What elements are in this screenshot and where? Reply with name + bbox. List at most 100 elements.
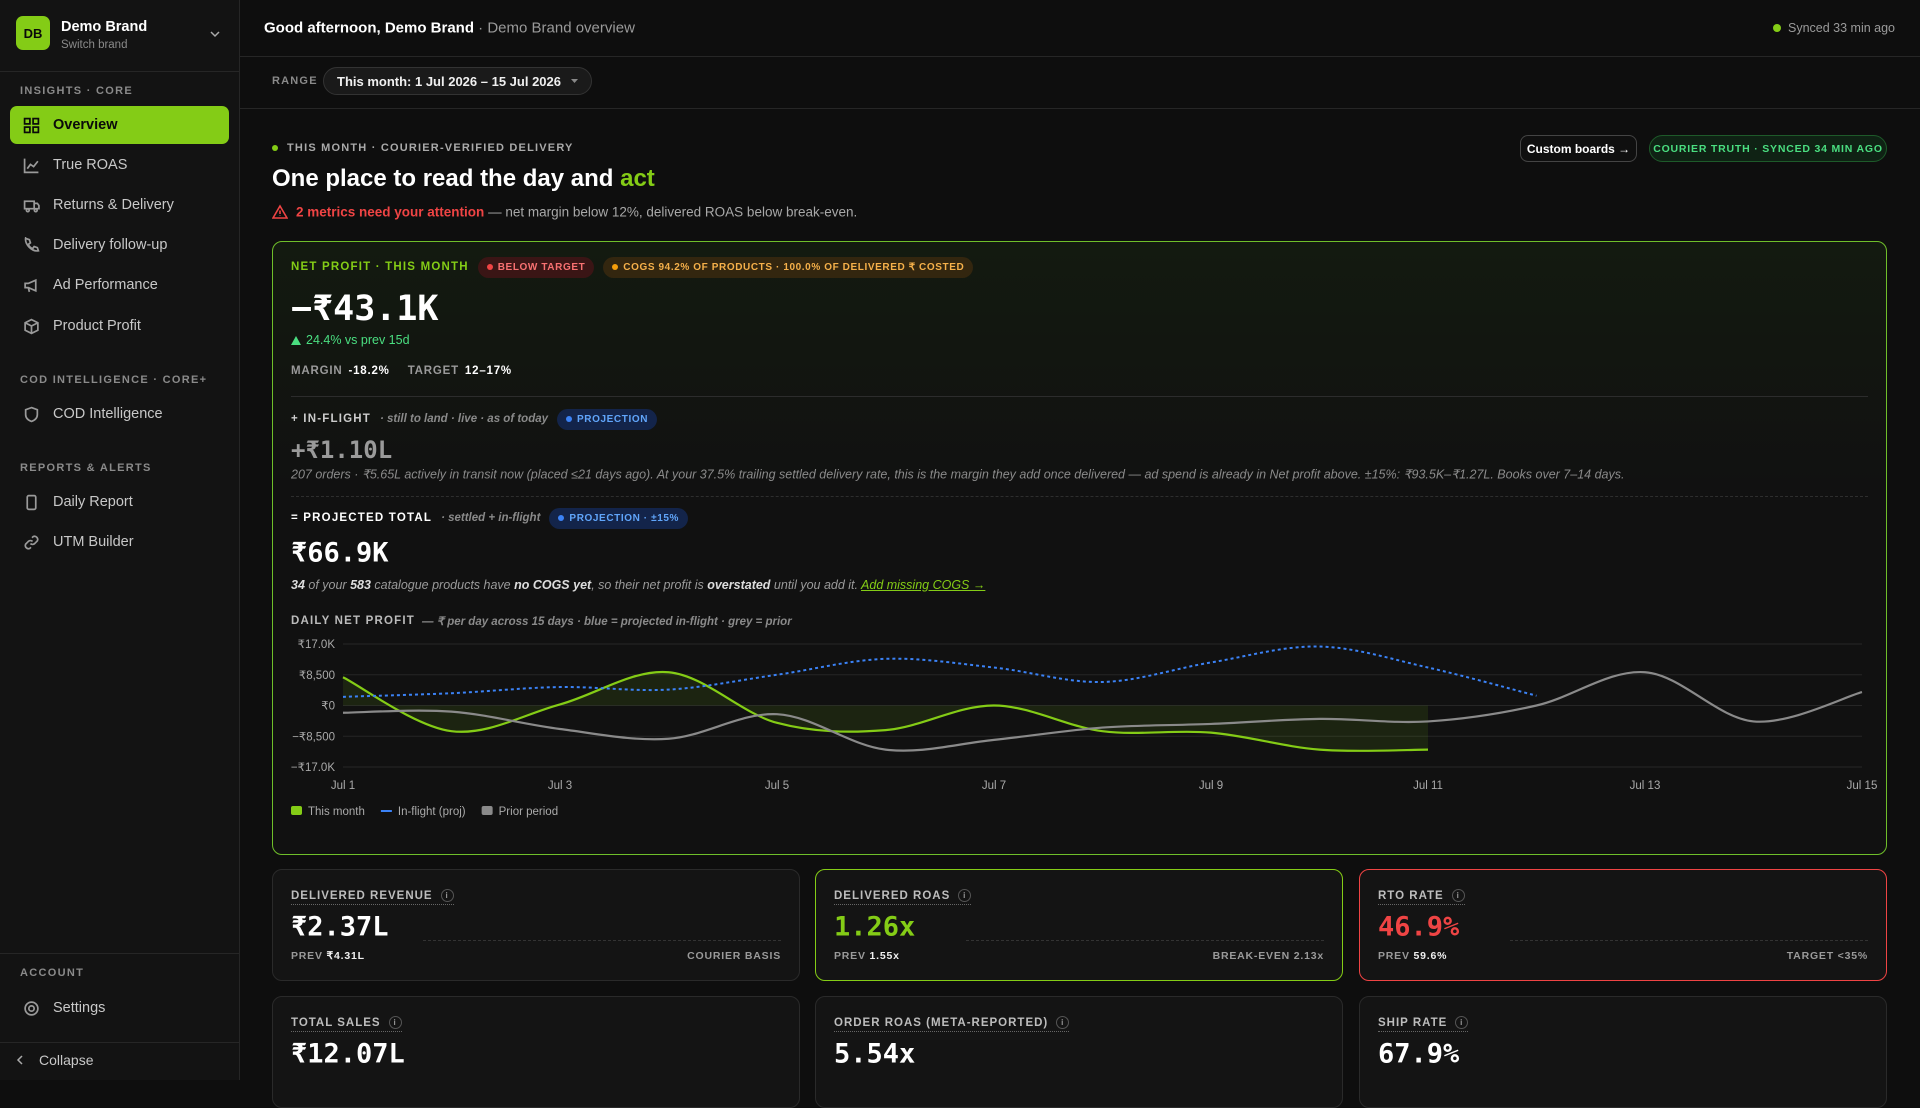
nav-item[interactable]: Daily Report	[10, 483, 229, 521]
in-flight-label: + IN-FLIGHT	[291, 413, 371, 425]
kpi-label: DELIVERED REVENUE i	[291, 889, 454, 905]
nav-label: Settings	[53, 1000, 106, 1016]
brand-logo[interactable]: DB	[16, 16, 50, 50]
kpi-footer: PREV 59.6% TARGET <35%	[1378, 950, 1868, 962]
brand-sub: Switch brand	[61, 39, 128, 51]
nav-item[interactable]: Delivery follow-up	[10, 226, 229, 264]
note-part: , so their net profit is	[591, 578, 708, 592]
info-icon[interactable]: i	[388, 1016, 402, 1029]
alert-title: 2 metrics need your attention	[296, 204, 485, 220]
nav-item[interactable]: Settings	[10, 989, 229, 1027]
prev-value: ₹4.31L	[326, 950, 365, 962]
margin-row: MARGIN -18.2% TARGET 12–17%	[291, 365, 512, 377]
section-title: COD INTELLIGENCE · CORE+	[20, 374, 208, 386]
kpi-rule	[966, 940, 1324, 941]
divider	[0, 71, 240, 72]
nav-item[interactable]: Ad Performance	[10, 266, 229, 304]
eyebrow-text: THIS MONTH · COURIER-VERIFIED DELIVERY	[287, 142, 574, 154]
alert-icon	[272, 204, 288, 219]
kpi-label: DELIVERED ROAS i	[834, 889, 972, 905]
sync-status: Synced 33 min ago	[1772, 21, 1895, 35]
in-flight-value: +₹1.10L	[291, 436, 393, 464]
section-title: INSIGHTS · CORE	[20, 85, 134, 97]
note-part: overstated	[707, 578, 771, 592]
eyebrow-dot	[272, 145, 278, 151]
kpi-card[interactable]: TOTAL SALES i ₹12.07L	[272, 996, 800, 1108]
nav-item[interactable]: UTM Builder	[10, 523, 229, 561]
kpi-footer: PREV ₹4.31L COURIER BASIS	[291, 950, 781, 962]
section-title: ACCOUNT	[20, 967, 85, 979]
kpi-card[interactable]: ORDER ROAS (META-REPORTED) i 5.54x	[815, 996, 1343, 1108]
greeting-sub: · Demo Brand overview	[478, 19, 635, 37]
kpi-value: 46.9%	[1378, 911, 1460, 943]
kpi-card[interactable]: DELIVERED REVENUE i ₹2.37L PREV ₹4.31L COU…	[272, 869, 800, 981]
kpi-label-text: DELIVERED ROAS	[834, 889, 951, 902]
badge: PROJECTION · ±15%	[549, 507, 689, 529]
kpi-value: 5.54x	[834, 1038, 916, 1070]
badge-dot	[558, 515, 565, 521]
projected-value: ₹66.9K	[291, 537, 389, 569]
divider	[291, 396, 1868, 397]
kpi-label-text: DELIVERED REVENUE	[291, 889, 433, 902]
margin-value: -18.2%	[348, 365, 390, 377]
badge-text: PROJECTION · ±15%	[569, 512, 680, 524]
projected-label: = PROJECTED TOTAL	[291, 512, 433, 524]
kpi-card[interactable]: DELIVERED ROAS i 1.26x PREV 1.55x BREAK-EV…	[815, 869, 1343, 981]
alert: 2 metrics need your attention — net marg…	[272, 204, 857, 220]
note-part: 34	[291, 578, 305, 592]
nav-item[interactable]: True ROAS	[10, 146, 229, 184]
info-icon[interactable]: i	[958, 889, 972, 902]
net-profit-value: −₹43.1K	[291, 289, 439, 329]
caret	[570, 79, 578, 83]
kpi-card[interactable]: SHIP RATE i 67.9%	[1359, 996, 1887, 1108]
projected-note: 34 of your 583 catalogue products have n…	[291, 578, 985, 592]
badge: BELOW TARGET	[477, 256, 595, 278]
kpi-label-text: SHIP RATE	[1378, 1016, 1448, 1029]
info-icon[interactable]: i	[1455, 1016, 1469, 1029]
kpi-note: TARGET <35%	[1786, 950, 1868, 962]
nav-label: COD Intelligence	[53, 406, 163, 422]
collapse-button[interactable]: Collapse	[39, 1052, 94, 1068]
prev-label: PREV	[291, 950, 323, 962]
hero-eyebrow: THIS MONTH · COURIER-VERIFIED DELIVERY	[272, 142, 574, 154]
collapse-icon[interactable]	[15, 1054, 25, 1066]
section-title: REPORTS & ALERTS	[20, 462, 152, 474]
kpi-value: 67.9%	[1378, 1038, 1460, 1070]
nav-item[interactable]: Overview	[10, 106, 229, 144]
custom-boards-button[interactable]: Custom boards →	[1520, 135, 1637, 162]
info-icon[interactable]: i	[1056, 1016, 1070, 1029]
kpi-note: BREAK-EVEN 2.13x	[1212, 950, 1324, 962]
nav-label: Overview	[53, 117, 118, 133]
badge-dot	[566, 416, 573, 422]
range-picker[interactable]: This month: 1 Jul 2026 – 15 Jul 2026	[323, 67, 592, 95]
kpi-rule	[423, 940, 781, 941]
nav-label: Product Profit	[53, 318, 141, 334]
kpi-label-text: TOTAL SALES	[291, 1016, 381, 1029]
divider	[240, 56, 1920, 57]
net-profit-header: NET PROFIT · THIS MONTH BELOW TARGET COG…	[291, 256, 974, 278]
kpi-label-text: RTO RATE	[1378, 889, 1444, 902]
delta-icon	[291, 335, 301, 345]
badge-dot	[612, 264, 619, 270]
add-cogs-link[interactable]: Add missing COGS →	[861, 578, 986, 592]
kpi-card[interactable]: RTO RATE i 46.9% PREV 59.6% TARGET <35%	[1359, 869, 1887, 981]
nav-label: Returns & Delivery	[53, 197, 174, 213]
brand-name[interactable]: Demo Brand	[61, 19, 148, 35]
prev-label: PREV	[834, 950, 866, 962]
info-icon[interactable]: i	[1451, 889, 1465, 902]
title-accent: act	[620, 165, 655, 192]
badge-dot	[486, 264, 493, 270]
chart-subtitle: — ₹ per day across 15 days · blue = proj…	[422, 616, 792, 628]
kpi-label: RTO RATE i	[1378, 889, 1465, 905]
nav-item[interactable]: Product Profit	[10, 307, 229, 345]
brand-chevron[interactable]	[209, 29, 221, 39]
title-text: One place to read the day and	[272, 165, 614, 192]
info-icon[interactable]: i	[440, 889, 454, 902]
net-profit-card	[272, 241, 1887, 855]
kpi-value: ₹2.37L	[291, 911, 389, 943]
nav-item[interactable]: COD Intelligence	[10, 395, 229, 433]
nav-item[interactable]: Returns & Delivery	[10, 186, 229, 224]
delta-text: 24.4% vs prev 15d	[306, 333, 410, 347]
nav-label: Ad Performance	[53, 277, 158, 293]
kpi-value: 1.26x	[834, 911, 916, 943]
